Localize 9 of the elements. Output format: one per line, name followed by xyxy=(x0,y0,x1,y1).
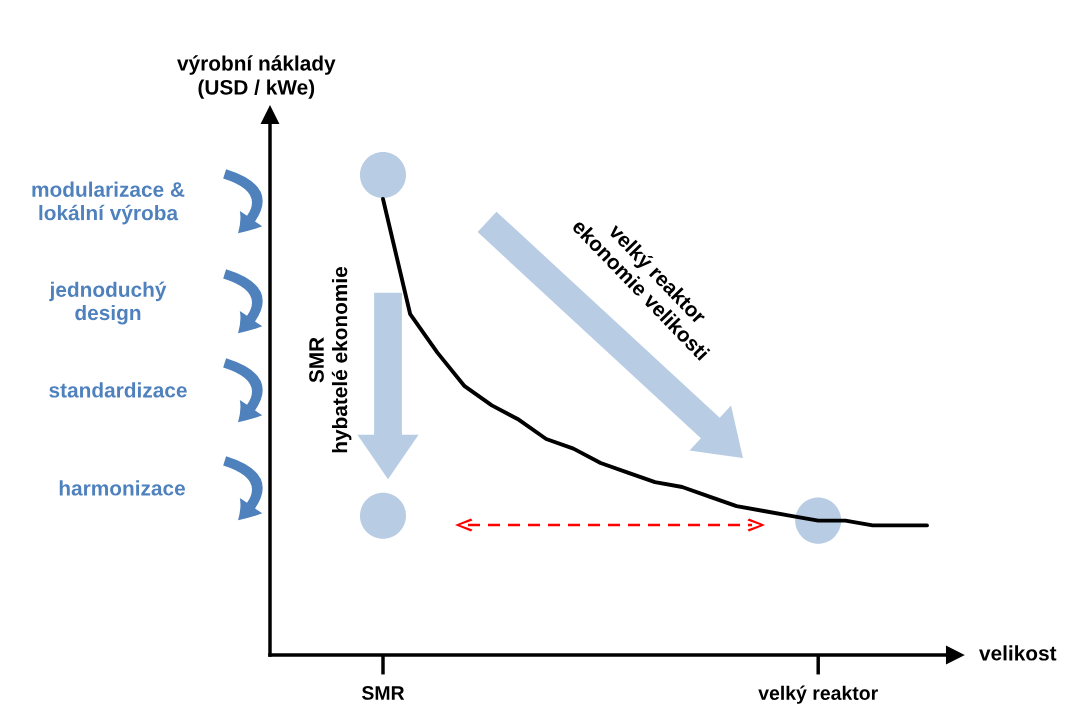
y-axis-title: výrobní náklady (USD / kWe) xyxy=(177,55,336,99)
x-tick-label: velký reaktor xyxy=(758,685,878,704)
text: standardizace xyxy=(49,382,187,398)
text: harmonizace xyxy=(59,480,185,496)
text: SMR hybatelé ekonomie xyxy=(309,266,352,453)
text: jednoduchý design xyxy=(49,281,167,325)
text: modularizace & lokální výroba xyxy=(32,181,185,225)
x-tick-label: SMR xyxy=(361,686,405,700)
x-axis-title: velikost xyxy=(979,645,1057,661)
